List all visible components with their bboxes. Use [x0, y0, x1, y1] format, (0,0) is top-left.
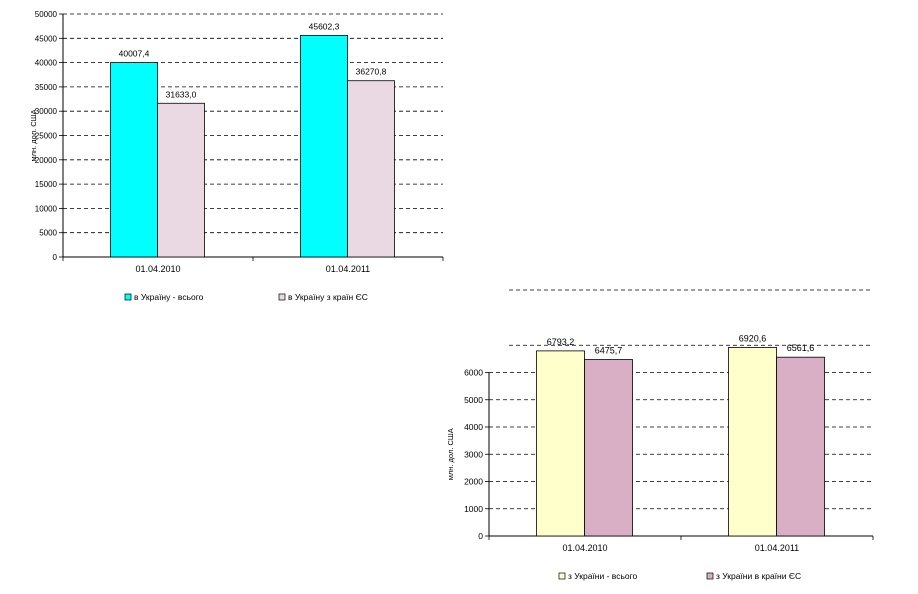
y-tick-label: 1000 — [464, 504, 483, 514]
bar — [584, 359, 633, 537]
y-tick-label: 3000 — [464, 449, 483, 459]
bar — [110, 62, 158, 258]
bar — [347, 80, 395, 258]
y-tick-label: 10000 — [35, 204, 58, 213]
data-label: 6793,2 — [547, 337, 575, 347]
y-tick-label: 15000 — [35, 180, 58, 189]
chart-imports: 0 5000 10000 15000 20000 25000 30000 35000 40000… — [29, 10, 444, 302]
y-tick-label: 2000 — [464, 477, 483, 487]
y-tick-label: 20000 — [35, 156, 58, 165]
data-label: 6561,6 — [787, 343, 815, 353]
y-tick-label: 5000 — [464, 395, 483, 405]
data-label: 45602,3 — [309, 21, 340, 31]
y-tick-label: 35000 — [35, 83, 58, 92]
y-axis-label: млн. дол. США — [446, 428, 455, 480]
bar — [536, 350, 585, 537]
data-label: 31633,0 — [166, 89, 197, 99]
data-label: 36270,8 — [356, 67, 387, 77]
legend-label: з України в країни ЄС — [716, 571, 801, 581]
chart-exports: 0 1000 2000 3000 4000 5000 6000 01.04.2010 6793,… — [446, 289, 874, 581]
x-tick-label: 01.04.2011 — [326, 264, 370, 274]
bar — [300, 34, 348, 258]
y-tick-label: 0 — [478, 531, 483, 541]
data-label: 6475,7 — [595, 346, 623, 356]
bar — [728, 347, 777, 537]
x-tick-label: 01.04.2010 — [562, 543, 607, 553]
legend-swatch — [278, 293, 286, 301]
legend-label: з України - всього — [568, 571, 638, 581]
y-axis-label: млн. дол. США — [29, 109, 38, 161]
y-tick-label: 25000 — [35, 132, 58, 141]
y-tick-label: 45000 — [35, 34, 58, 43]
y-tick-label: 0 — [53, 253, 58, 262]
legend-label: в Україну - всього — [134, 292, 204, 302]
bar — [157, 102, 205, 258]
legend-swatch — [558, 572, 566, 580]
y-tick-label: 40000 — [35, 59, 58, 68]
data-label: 6920,6 — [739, 333, 767, 343]
y-tick-label: 30000 — [35, 107, 58, 116]
x-tick-label: 01.04.2011 — [755, 543, 799, 553]
x-tick-label: 01.04.2010 — [135, 264, 180, 274]
y-tick-label: 50000 — [35, 10, 58, 19]
legend-swatch — [706, 572, 714, 580]
legend-swatch — [124, 293, 132, 301]
legend-label: в Україну з країн ЄС — [288, 292, 368, 302]
y-tick-label: 4000 — [464, 422, 483, 432]
y-tick-label: 5000 — [39, 229, 57, 238]
data-label: 40007,4 — [119, 49, 150, 59]
y-tick-label: 6000 — [464, 368, 483, 378]
bar — [776, 356, 825, 537]
